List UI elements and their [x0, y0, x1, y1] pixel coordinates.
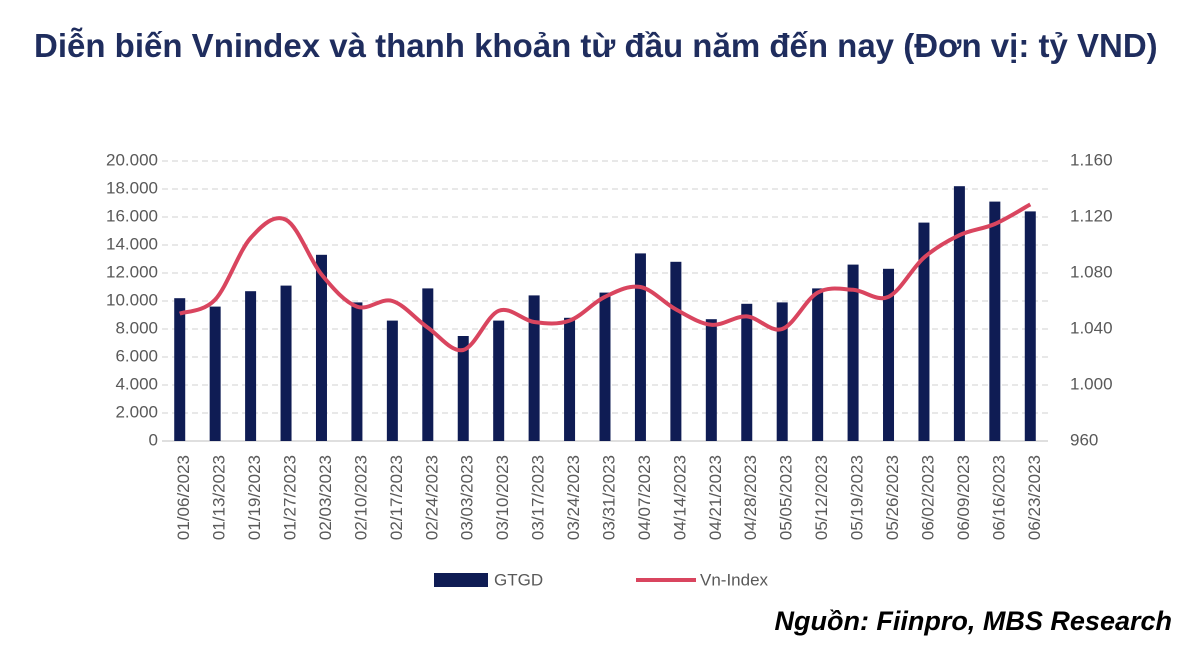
y2-tick-label: 1.120 — [1070, 206, 1113, 225]
x-tick-label: 05/26/2023 — [883, 455, 902, 540]
bar — [493, 320, 505, 441]
y-tick-label: 8.000 — [115, 318, 158, 337]
bar — [634, 253, 646, 441]
bar — [174, 298, 186, 441]
chart-title: Diễn biến Vnindex và thanh khoản từ đầu … — [34, 27, 1158, 64]
line — [178, 202, 1032, 353]
x-tick-label: 05/05/2023 — [777, 455, 796, 540]
y-tick-label: 20.000 — [106, 150, 158, 169]
x-tick-label: 06/23/2023 — [1025, 455, 1044, 540]
y2-tick-label: 1.080 — [1070, 262, 1113, 281]
bar — [457, 336, 469, 441]
y2-tick-label: 1.000 — [1070, 374, 1113, 393]
bar — [670, 261, 682, 441]
y2-tick-label: 1.040 — [1070, 318, 1113, 337]
x-tick-label: 03/10/2023 — [493, 455, 512, 540]
legend-label: GTGD — [494, 570, 543, 589]
x-tick-label: 04/07/2023 — [635, 455, 654, 540]
chart: 0 2.000 4.000 6.000 8.000 10.000 12.000 14.000 1… — [106, 150, 1113, 589]
bar — [280, 285, 292, 441]
x-tick-label: 02/10/2023 — [351, 455, 370, 540]
y-tick-label: 18.000 — [106, 178, 158, 197]
bar — [386, 320, 398, 441]
bar — [564, 317, 576, 441]
bar — [315, 254, 327, 441]
y-tick-label: 12.000 — [106, 262, 158, 281]
bar — [812, 288, 824, 441]
bar — [528, 295, 540, 441]
x-tick-label: 01/27/2023 — [281, 455, 300, 540]
bar — [705, 319, 717, 441]
x-tick-label: 03/24/2023 — [564, 455, 583, 540]
bar — [351, 302, 363, 441]
bar — [847, 264, 859, 441]
y2-tick-label: 1.160 — [1070, 150, 1113, 169]
x-tick-label: 06/16/2023 — [989, 455, 1008, 540]
x-tick-label: 02/17/2023 — [387, 455, 406, 540]
bar — [245, 291, 257, 441]
x-tick-label: 05/12/2023 — [812, 455, 831, 540]
x-tick-label: 03/03/2023 — [458, 455, 477, 540]
source-note: Nguồn: Fiinpro, MBS Research — [774, 606, 1172, 636]
x-tick-label: 02/24/2023 — [422, 455, 441, 540]
x-tick-label: 05/19/2023 — [848, 455, 867, 540]
x-tick-label: 02/03/2023 — [316, 455, 335, 540]
bar — [209, 306, 221, 441]
x-tick-label: 04/28/2023 — [741, 455, 760, 540]
y2-tick-label: 960 — [1070, 430, 1098, 449]
y-tick-label: 4.000 — [115, 374, 158, 393]
x-tick-label: 04/21/2023 — [706, 455, 725, 540]
x-tick-label: 06/09/2023 — [954, 455, 973, 540]
legend-label: Vn-Index — [700, 570, 769, 589]
x-tick-label: 06/02/2023 — [918, 455, 937, 540]
bar — [989, 201, 1001, 441]
bar — [918, 222, 930, 441]
y-tick-label: 14.000 — [106, 234, 158, 253]
y-tick-label: 10.000 — [106, 290, 158, 309]
x-tick-label: 04/14/2023 — [670, 455, 689, 540]
y-tick-label: 2.000 — [115, 402, 158, 421]
x-tick-label: 03/31/2023 — [599, 455, 618, 540]
bar — [953, 186, 965, 441]
bar — [741, 303, 753, 441]
bar — [776, 302, 788, 441]
x-tick-label: 03/17/2023 — [529, 455, 548, 540]
x-tick-label: 01/13/2023 — [210, 455, 229, 540]
legend-swatch — [434, 573, 488, 587]
bar — [883, 268, 895, 441]
y-tick-label: 16.000 — [106, 206, 158, 225]
y-tick-label: 0 — [149, 430, 158, 449]
x-tick-label: 01/19/2023 — [245, 455, 264, 540]
bar — [599, 292, 611, 441]
x-tick-label: 01/06/2023 — [174, 455, 193, 540]
bar — [422, 288, 434, 441]
bar — [1024, 211, 1036, 441]
y-tick-label: 6.000 — [115, 346, 158, 365]
